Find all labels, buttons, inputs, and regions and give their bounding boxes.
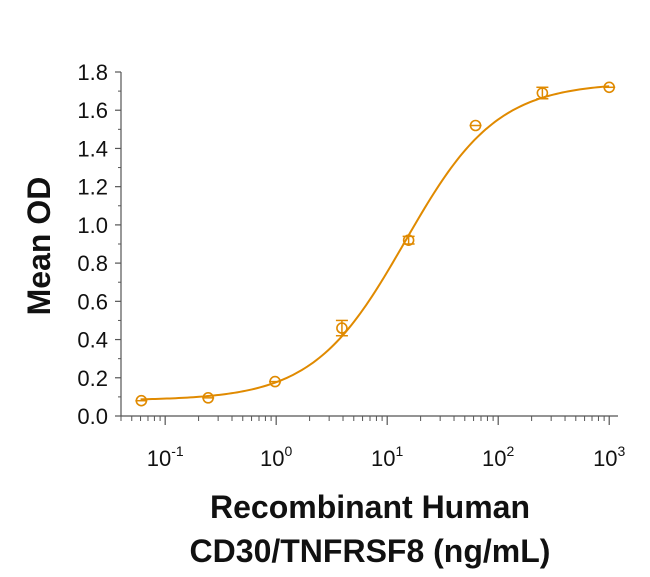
x-tick-label: 10-1 bbox=[147, 443, 184, 471]
y-tick-label: 0.6 bbox=[77, 289, 108, 314]
data-point bbox=[336, 322, 348, 334]
x-tick-label: 101 bbox=[371, 443, 403, 471]
data-point bbox=[469, 119, 482, 132]
x-axis-title-line-2: CD30/TNFRSF8 (ng/mL) bbox=[190, 533, 551, 569]
y-axis-title: Mean OD bbox=[21, 177, 57, 316]
y-tick-label: 1.0 bbox=[77, 213, 108, 238]
x-tick-label: 102 bbox=[482, 443, 514, 471]
data-point bbox=[536, 87, 549, 99]
y-tick-label: 0.8 bbox=[77, 251, 108, 276]
y-tick-label: 1.6 bbox=[77, 98, 108, 123]
x-axis-title-line-1: Recombinant Human bbox=[210, 489, 530, 525]
axes bbox=[120, 72, 618, 417]
y-tick-label: 0.0 bbox=[77, 404, 108, 429]
x-tick-label: 100 bbox=[260, 443, 292, 471]
data-point bbox=[135, 394, 148, 407]
data-point bbox=[603, 81, 616, 94]
data-point bbox=[402, 234, 415, 246]
x-tick-label: 103 bbox=[593, 443, 625, 471]
x-axis-ticks: 10-1 100 101 102 103 bbox=[120, 416, 626, 471]
data-point bbox=[202, 392, 214, 404]
data-points bbox=[135, 81, 616, 407]
fit-curve bbox=[140, 85, 610, 401]
data-point bbox=[269, 375, 281, 388]
y-tick-label: 1.8 bbox=[77, 60, 108, 85]
y-tick-label: 0.4 bbox=[77, 328, 108, 353]
y-axis-ticks: 0.0 0.2 0.4 0.6 0.8 1.0 1.2 1.4 1.6 1.8 bbox=[77, 60, 121, 429]
y-tick-label: 0.2 bbox=[77, 366, 108, 391]
y-tick-label: 1.2 bbox=[77, 175, 108, 200]
y-tick-label: 1.4 bbox=[77, 136, 108, 161]
